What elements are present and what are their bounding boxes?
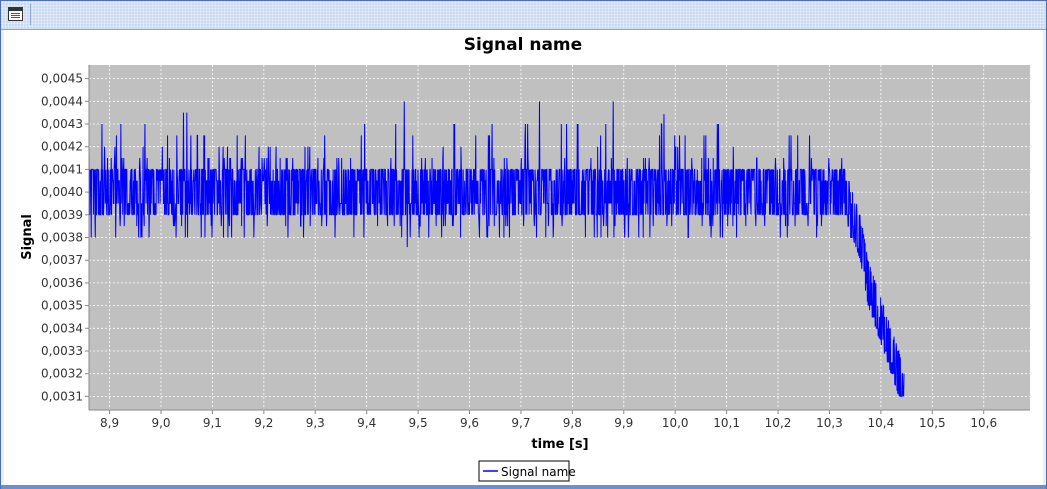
y-tick-label: 0,0034 — [41, 321, 83, 335]
chart-title: Signal name — [464, 35, 582, 55]
y-tick-label: 0,0040 — [41, 185, 83, 199]
window-bottom-border — [1, 485, 1046, 489]
window-titlebar[interactable] — [1, 1, 1046, 30]
y-tick-label: 0,0043 — [41, 117, 83, 131]
x-tick-label: 10,6 — [970, 416, 997, 430]
y-axis-ticks: 0,0031 0,0032 0,0033 0,0034 0,0035 0,0036 0,00… — [41, 72, 89, 403]
chart-panel: Signal name 8,9 9,0 9,1 9,2 9,3 9,4 9,5 9,6 9,7 9… — [4, 30, 1043, 485]
x-axis-ticks: 8,9 9,0 9,1 9,2 9,3 9,4 9,5 9,6 9,7 9,8 9,9 10,0 10,… — [100, 410, 997, 430]
x-tick-label: 9,1 — [203, 416, 222, 430]
x-tick-label: 8,9 — [100, 416, 119, 430]
y-tick-label: 0,0037 — [41, 253, 83, 267]
y-tick-label: 0,0035 — [41, 299, 83, 313]
x-tick-label: 9,0 — [151, 416, 170, 430]
x-tick-label: 9,9 — [614, 416, 633, 430]
x-tick-label: 9,2 — [254, 416, 273, 430]
y-tick-label: 0,0044 — [41, 94, 83, 108]
series-signal-name — [88, 101, 905, 397]
x-tick-label: 10,3 — [816, 416, 843, 430]
legend-box — [478, 460, 570, 482]
x-tick-label: 10,1 — [713, 416, 740, 430]
line-chart: Signal name 8,9 9,0 9,1 9,2 9,3 9,4 9,5 9,6 9,7 9… — [20, 35, 1030, 482]
y-tick-label: 0,0036 — [41, 276, 83, 290]
y-tick-label: 0,0042 — [41, 140, 83, 154]
x-tick-label: 9,5 — [409, 416, 428, 430]
x-tick-label: 9,3 — [306, 416, 325, 430]
series-line-signal-name — [88, 101, 905, 397]
x-tick-label: 9,8 — [563, 416, 582, 430]
x-tick-label: 9,6 — [460, 416, 479, 430]
x-axis-label: time [s] — [531, 437, 588, 452]
y-tick-label: 0,0032 — [41, 367, 83, 381]
x-tick-label: 10,2 — [765, 416, 792, 430]
y-tick-label: 0,0039 — [41, 208, 83, 222]
legend-entry-label: Signal name — [501, 465, 576, 479]
x-tick-label: 10,5 — [919, 416, 946, 430]
x-tick-label: 10,4 — [868, 416, 895, 430]
y-tick-label: 0,0031 — [41, 389, 83, 403]
y-tick-label: 0,0033 — [41, 344, 83, 358]
y-axis-label: Signal — [20, 214, 35, 260]
window-icon[interactable] — [8, 7, 23, 21]
y-tick-label: 0,0045 — [41, 72, 83, 86]
y-tick-label: 0,0038 — [41, 231, 83, 245]
x-tick-label: 10,0 — [662, 416, 689, 430]
x-tick-label: 9,4 — [357, 416, 376, 430]
x-tick-label: 9,7 — [511, 416, 530, 430]
y-tick-label: 0,0041 — [41, 162, 83, 176]
titlebar-separator — [30, 4, 31, 25]
legend: Signal name — [478, 460, 576, 482]
